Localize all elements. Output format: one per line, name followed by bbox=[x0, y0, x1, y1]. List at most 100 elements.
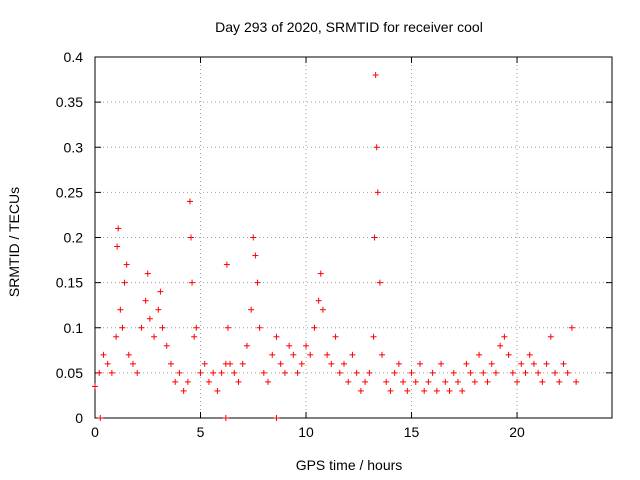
data-point bbox=[509, 369, 516, 376]
data-point bbox=[163, 342, 170, 349]
y-axis-label: SRMTID / TECUs bbox=[6, 187, 22, 297]
data-point bbox=[307, 351, 314, 358]
data-point bbox=[260, 369, 267, 376]
data-point bbox=[188, 234, 195, 241]
data-point bbox=[488, 360, 495, 367]
data-point bbox=[573, 378, 580, 385]
data-point bbox=[362, 378, 369, 385]
data-point bbox=[231, 369, 238, 376]
data-point bbox=[157, 288, 164, 295]
data-point bbox=[265, 378, 272, 385]
data-point bbox=[480, 369, 487, 376]
data-point bbox=[273, 333, 280, 340]
y-tick-label: 0.2 bbox=[64, 230, 84, 246]
data-point bbox=[214, 387, 221, 394]
data-point bbox=[191, 333, 198, 340]
axis-ticks: 0 5 10 15 20 0 0.05 0.1 0.15 0.2 0.25 0.3 0.35 0.4 bbox=[56, 49, 612, 440]
data-point bbox=[564, 369, 571, 376]
data-point bbox=[446, 387, 453, 394]
data-point bbox=[433, 387, 440, 394]
data-point bbox=[471, 378, 478, 385]
data-point bbox=[250, 234, 257, 241]
data-point bbox=[210, 369, 217, 376]
data-point bbox=[556, 378, 563, 385]
data-point bbox=[108, 369, 115, 376]
data-point bbox=[115, 225, 122, 232]
data-points bbox=[92, 72, 580, 421]
data-point bbox=[421, 387, 428, 394]
data-point bbox=[281, 369, 288, 376]
data-point bbox=[547, 333, 554, 340]
data-point bbox=[92, 383, 98, 390]
data-point bbox=[454, 378, 461, 385]
data-point bbox=[484, 378, 491, 385]
data-point bbox=[186, 198, 193, 205]
data-point bbox=[522, 369, 529, 376]
data-point bbox=[104, 360, 111, 367]
data-point bbox=[100, 351, 107, 358]
data-point bbox=[353, 369, 360, 376]
data-point bbox=[176, 369, 183, 376]
data-point bbox=[269, 351, 276, 358]
data-point bbox=[189, 279, 196, 286]
data-point bbox=[391, 369, 398, 376]
data-point bbox=[146, 315, 153, 322]
data-point bbox=[218, 369, 225, 376]
data-point bbox=[167, 360, 174, 367]
y-tick-label: 0.3 bbox=[64, 139, 84, 155]
data-point bbox=[476, 351, 483, 358]
data-point bbox=[114, 243, 121, 250]
data-point bbox=[400, 378, 407, 385]
data-point bbox=[349, 351, 356, 358]
data-point bbox=[172, 378, 179, 385]
zero-marker bbox=[222, 415, 229, 421]
data-point bbox=[184, 378, 191, 385]
data-point bbox=[383, 378, 390, 385]
y-tick-label: 0.4 bbox=[64, 49, 84, 65]
data-point bbox=[416, 360, 423, 367]
data-point bbox=[425, 378, 432, 385]
data-point bbox=[123, 261, 130, 268]
data-point bbox=[144, 270, 151, 277]
data-point bbox=[224, 324, 231, 331]
data-point bbox=[129, 360, 136, 367]
data-point bbox=[328, 360, 335, 367]
x-tick-label: 0 bbox=[91, 424, 99, 440]
data-point bbox=[514, 378, 521, 385]
grid bbox=[95, 57, 612, 418]
data-point bbox=[378, 351, 385, 358]
data-point bbox=[277, 360, 284, 367]
data-point bbox=[113, 333, 120, 340]
data-point bbox=[138, 324, 145, 331]
data-point bbox=[201, 360, 208, 367]
data-point bbox=[290, 351, 297, 358]
data-point bbox=[243, 342, 250, 349]
data-point bbox=[370, 333, 377, 340]
data-point bbox=[535, 369, 542, 376]
y-tick-label: 0.15 bbox=[56, 275, 83, 291]
data-point bbox=[530, 360, 537, 367]
data-point bbox=[442, 378, 449, 385]
data-point bbox=[518, 360, 525, 367]
data-point bbox=[404, 387, 411, 394]
data-point bbox=[254, 279, 261, 286]
y-tick-label: 0.25 bbox=[56, 184, 83, 200]
y-tick-label: 0.35 bbox=[56, 94, 83, 110]
data-point bbox=[142, 297, 149, 304]
data-point bbox=[159, 324, 166, 331]
y-tick-label: 0.05 bbox=[56, 365, 83, 381]
data-point bbox=[197, 369, 204, 376]
data-point bbox=[539, 378, 546, 385]
data-point bbox=[235, 378, 242, 385]
data-point bbox=[239, 360, 246, 367]
chart-title: Day 293 of 2020, SRMTID for receiver coo… bbox=[215, 19, 483, 35]
data-point bbox=[371, 234, 378, 241]
data-point bbox=[501, 333, 508, 340]
data-point bbox=[412, 378, 419, 385]
data-point bbox=[497, 342, 504, 349]
data-point bbox=[526, 351, 533, 358]
data-point bbox=[311, 324, 318, 331]
data-point bbox=[125, 351, 132, 358]
data-point bbox=[317, 270, 324, 277]
